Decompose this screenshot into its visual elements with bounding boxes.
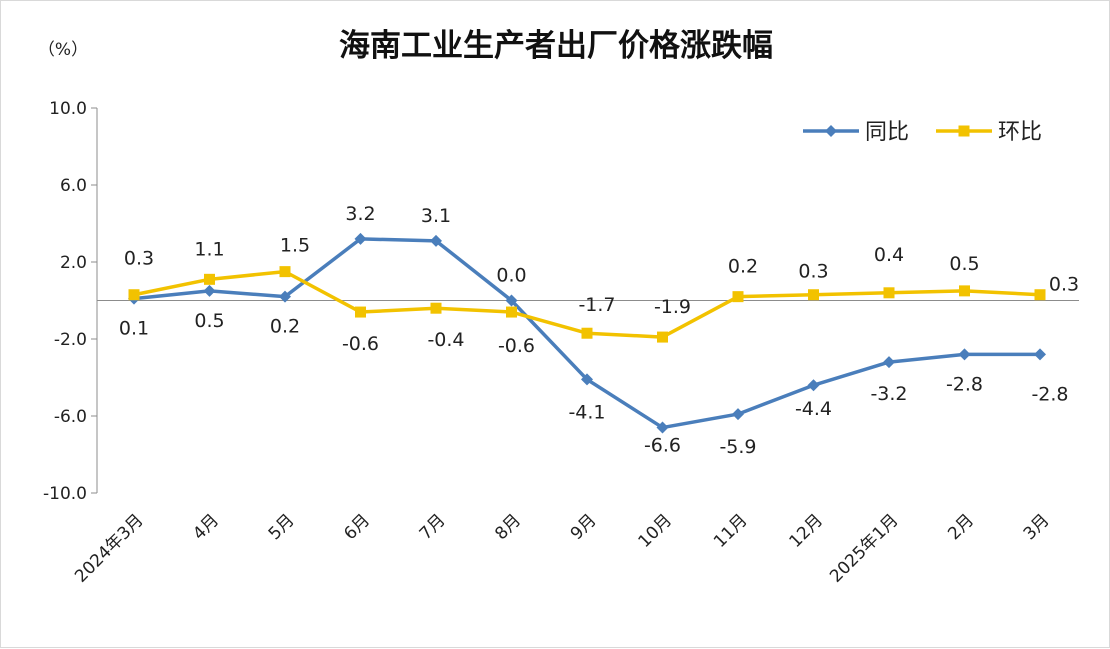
- data-label-yoy: -6.6: [644, 435, 681, 457]
- legend-swatch-marker: [958, 125, 970, 137]
- data-label-yoy: 0.5: [194, 310, 224, 332]
- axes: 10.0 6.0 2.0 -2.0 -6.0 -10.0 2024年3月 4月 5月 6月 7月 8月…: [43, 99, 1079, 587]
- legend: 同比 环比: [803, 120, 1042, 145]
- data-label-mom: 0.5: [949, 253, 979, 275]
- chart-title: 海南工业生产者出厂价格涨跌幅: [339, 28, 773, 64]
- x-tick-label: 6月: [340, 510, 374, 544]
- x-tick-label: 2月: [944, 510, 978, 544]
- series-point-mom: [959, 285, 970, 297]
- x-tick-label: 9月: [567, 510, 601, 544]
- series-point-mom: [808, 289, 819, 301]
- series-point-mom: [128, 289, 140, 301]
- data-label-mom: -0.6: [342, 333, 379, 355]
- data-labels: 0.1 0.5 0.2 3.2 3.1 0.0 -4.1 -6.6 -5.9 -4.4 -3.2 -2…: [119, 203, 1079, 458]
- data-label-yoy: 0.1: [119, 318, 149, 340]
- data-label-mom: 0.4: [874, 244, 904, 266]
- series-point-yoy: [883, 356, 895, 369]
- data-label-mom: 1.1: [194, 238, 224, 260]
- series-point-mom: [430, 302, 442, 314]
- series-point-mom: [355, 306, 366, 318]
- y-tick-label: 2.0: [60, 253, 87, 273]
- data-label-yoy: -5.9: [719, 436, 756, 458]
- data-label-mom: -1.9: [654, 296, 691, 318]
- series-point-yoy: [958, 348, 971, 361]
- series-point-yoy: [581, 373, 593, 386]
- series-point-yoy: [807, 379, 820, 392]
- x-tick-label: 5月: [265, 510, 299, 544]
- series-point-yoy: [732, 408, 744, 421]
- y-tick-label: -10.0: [43, 484, 87, 504]
- x-tick-label: 4月: [189, 510, 223, 544]
- data-label-yoy: 3.1: [421, 205, 451, 227]
- legend-label: 同比: [865, 120, 909, 145]
- series-point-yoy: [279, 290, 291, 303]
- data-label-yoy: 0.0: [496, 265, 526, 287]
- series-point-yoy: [430, 234, 442, 247]
- data-label-yoy: -4.4: [795, 398, 832, 420]
- x-tick-label: 11月: [710, 510, 751, 551]
- series-point-yoy: [203, 284, 216, 297]
- series-point-mom: [1034, 289, 1046, 301]
- legend-swatch-marker: [825, 125, 837, 137]
- data-label-yoy: -2.8: [946, 373, 983, 395]
- legend-entry-mom: 环比: [936, 120, 1042, 145]
- legend-entry-yoy: 同比: [803, 120, 909, 145]
- data-label-mom: 1.5: [280, 235, 310, 257]
- y-axis-unit-label: （%）: [38, 40, 88, 60]
- series-point-yoy: [656, 421, 669, 434]
- data-label-yoy: -3.2: [870, 383, 907, 405]
- data-label-mom: -1.7: [578, 294, 615, 316]
- y-tick-label: 10.0: [49, 99, 87, 119]
- series-point-mom: [204, 273, 215, 285]
- series-point-mom: [581, 327, 593, 339]
- series-point-yoy: [1034, 348, 1046, 361]
- data-label-yoy: -2.8: [1031, 383, 1068, 405]
- x-tick-label: 2025年1月: [826, 510, 902, 586]
- data-label-mom: 0.3: [124, 248, 154, 270]
- data-label-mom: 0.3: [798, 261, 828, 283]
- y-tick-label: 6.0: [60, 176, 87, 196]
- data-label-yoy: 0.2: [270, 316, 300, 338]
- x-tick-label: 7月: [416, 510, 450, 544]
- series-point-mom: [657, 331, 668, 343]
- series-point-mom: [506, 306, 517, 318]
- series-point-yoy: [505, 294, 518, 307]
- x-tick-label: 2024年3月: [71, 510, 147, 586]
- y-tick-label: -6.0: [54, 407, 87, 427]
- data-label-mom: 0.3: [1049, 274, 1079, 296]
- x-tick-label: 12月: [786, 510, 827, 551]
- y-tick-label: -2.0: [54, 330, 87, 350]
- x-tick-label: 10月: [635, 510, 676, 551]
- x-tick-label: 8月: [491, 510, 525, 544]
- data-label-mom: 0.2: [728, 256, 758, 278]
- data-label-mom: -0.6: [498, 335, 535, 357]
- series-point-mom: [732, 291, 744, 303]
- data-label-yoy: 3.2: [345, 203, 375, 225]
- data-label-yoy: -4.1: [568, 401, 605, 423]
- series-point-yoy: [354, 232, 367, 245]
- legend-label: 环比: [998, 120, 1042, 145]
- series-layer: [128, 232, 1046, 434]
- series-point-mom: [883, 287, 895, 299]
- x-tick-label: 3月: [1020, 510, 1054, 544]
- data-label-mom: -0.4: [427, 329, 464, 351]
- series-point-mom: [279, 266, 291, 278]
